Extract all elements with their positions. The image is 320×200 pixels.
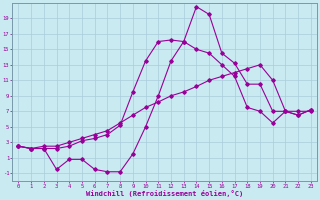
X-axis label: Windchill (Refroidissement éolien,°C): Windchill (Refroidissement éolien,°C): [86, 190, 243, 197]
